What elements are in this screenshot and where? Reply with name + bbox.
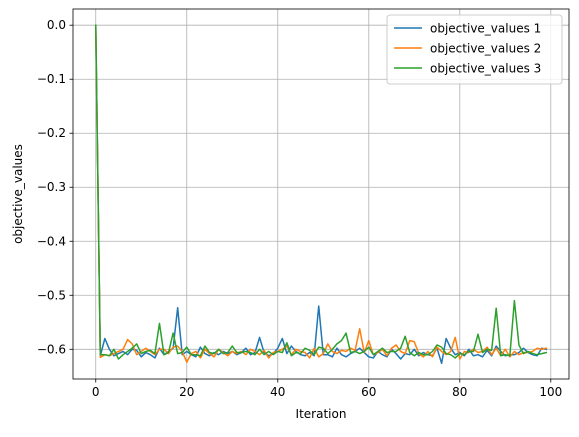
y-axis-ticks: 0.0 −0.1 −0.2 −0.3 −0.4 −0.5 −0.6 xyxy=(37,18,73,356)
plot-frame xyxy=(72,8,570,380)
x-tick-label: 20 xyxy=(179,385,194,399)
y-tick-label: −0.3 xyxy=(37,180,66,194)
legend-label-1: objective_values 1 xyxy=(430,22,541,36)
legend-label-2: objective_values 2 xyxy=(430,42,541,56)
y-tick-label: −0.1 xyxy=(37,72,66,86)
y-tick-label: −0.2 xyxy=(37,126,66,140)
x-axis-label: Iteration xyxy=(296,407,347,421)
x-tick-label: 0 xyxy=(92,385,100,399)
series-lines xyxy=(94,24,548,365)
legend: objective_values 1 objective_values 2 obje… xyxy=(386,14,563,85)
x-tick-label: 80 xyxy=(452,385,467,399)
x-axis-ticks: 0 20 40 60 80 100 xyxy=(92,379,562,399)
y-tick-label: 0.0 xyxy=(47,18,66,32)
y-axis-label: objective_values xyxy=(11,144,25,244)
y-tick-label: −0.6 xyxy=(37,342,66,356)
y-tick-label: −0.5 xyxy=(37,288,66,302)
gridlines xyxy=(73,9,569,379)
series-line-3 xyxy=(94,24,548,360)
y-tick-label: −0.4 xyxy=(37,234,66,248)
legend-label-3: objective_values 3 xyxy=(430,62,541,76)
legend-box xyxy=(386,14,563,85)
x-tick-label: 40 xyxy=(270,385,285,399)
x-tick-label: 100 xyxy=(539,385,562,399)
x-tick-label: 60 xyxy=(361,385,376,399)
